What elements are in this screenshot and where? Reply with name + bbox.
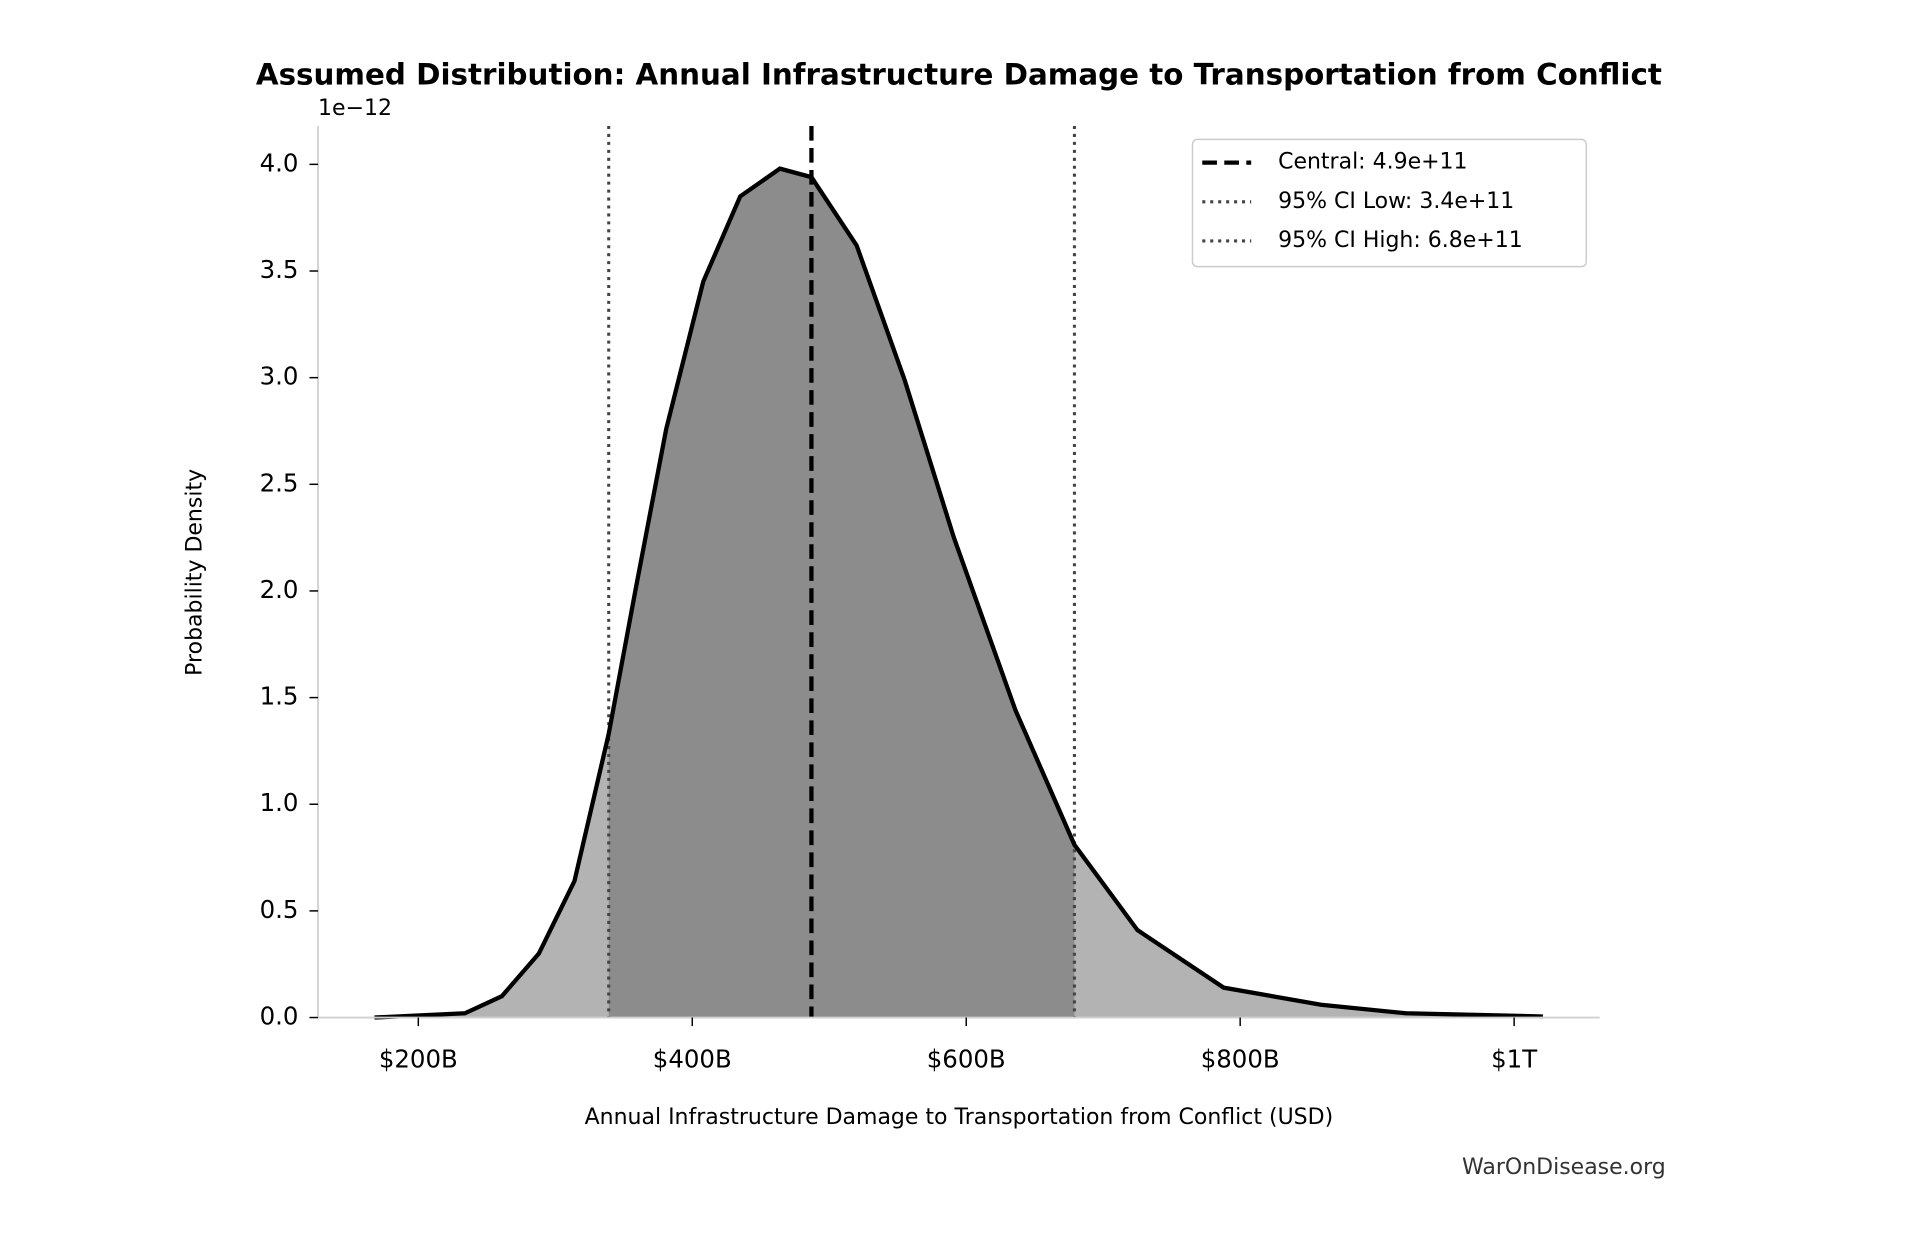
y-tick-label: 3.5 bbox=[260, 255, 299, 284]
ci-area bbox=[608, 168, 1075, 1018]
x-tick-label: $600B bbox=[927, 1044, 1006, 1073]
x-tick-label: $200B bbox=[379, 1044, 458, 1073]
x-tick-label: $1T bbox=[1491, 1044, 1537, 1073]
x-tick-label: $800B bbox=[1201, 1044, 1280, 1073]
watermark: WarOnDisease.org bbox=[1462, 1155, 1666, 1180]
x-tick-label: $400B bbox=[653, 1044, 732, 1073]
x-axis-label: Annual Infrastructure Damage to Transpor… bbox=[585, 1105, 1334, 1130]
y-tick-label: 1.5 bbox=[260, 682, 299, 711]
y-tick-label: 2.0 bbox=[260, 575, 299, 604]
y-axis-label: Probability Density bbox=[183, 469, 208, 676]
legend-label: Central: 4.9e+11 bbox=[1278, 150, 1467, 175]
y-offset-label: 1e−12 bbox=[318, 96, 392, 121]
legend-label: 95% CI Low: 3.4e+11 bbox=[1278, 189, 1514, 214]
y-tick-label: 4.0 bbox=[260, 148, 299, 177]
y-tick-label: 2.5 bbox=[260, 468, 299, 497]
y-tick-label: 0.0 bbox=[260, 1002, 299, 1031]
chart-title: Assumed Distribution: Annual Infrastruct… bbox=[256, 57, 1662, 91]
density-line bbox=[374, 166, 1543, 1020]
y-tick-label: 0.5 bbox=[260, 895, 299, 924]
y-tick-label: 3.0 bbox=[260, 362, 299, 391]
legend-box bbox=[1191, 138, 1588, 268]
legend-label: 95% CI High: 6.8e+11 bbox=[1278, 228, 1523, 253]
y-tick-label: 1.0 bbox=[260, 788, 299, 817]
